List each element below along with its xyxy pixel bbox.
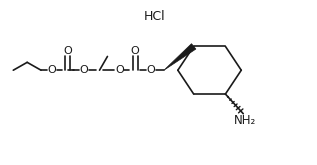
Text: O: O — [63, 46, 72, 56]
Text: O: O — [115, 65, 124, 75]
Text: O: O — [79, 65, 88, 75]
Text: HCl: HCl — [144, 10, 166, 23]
Text: O: O — [131, 46, 139, 56]
Text: O: O — [147, 65, 155, 75]
Polygon shape — [164, 44, 196, 70]
Text: O: O — [48, 65, 56, 75]
Text: NH₂: NH₂ — [234, 114, 256, 127]
